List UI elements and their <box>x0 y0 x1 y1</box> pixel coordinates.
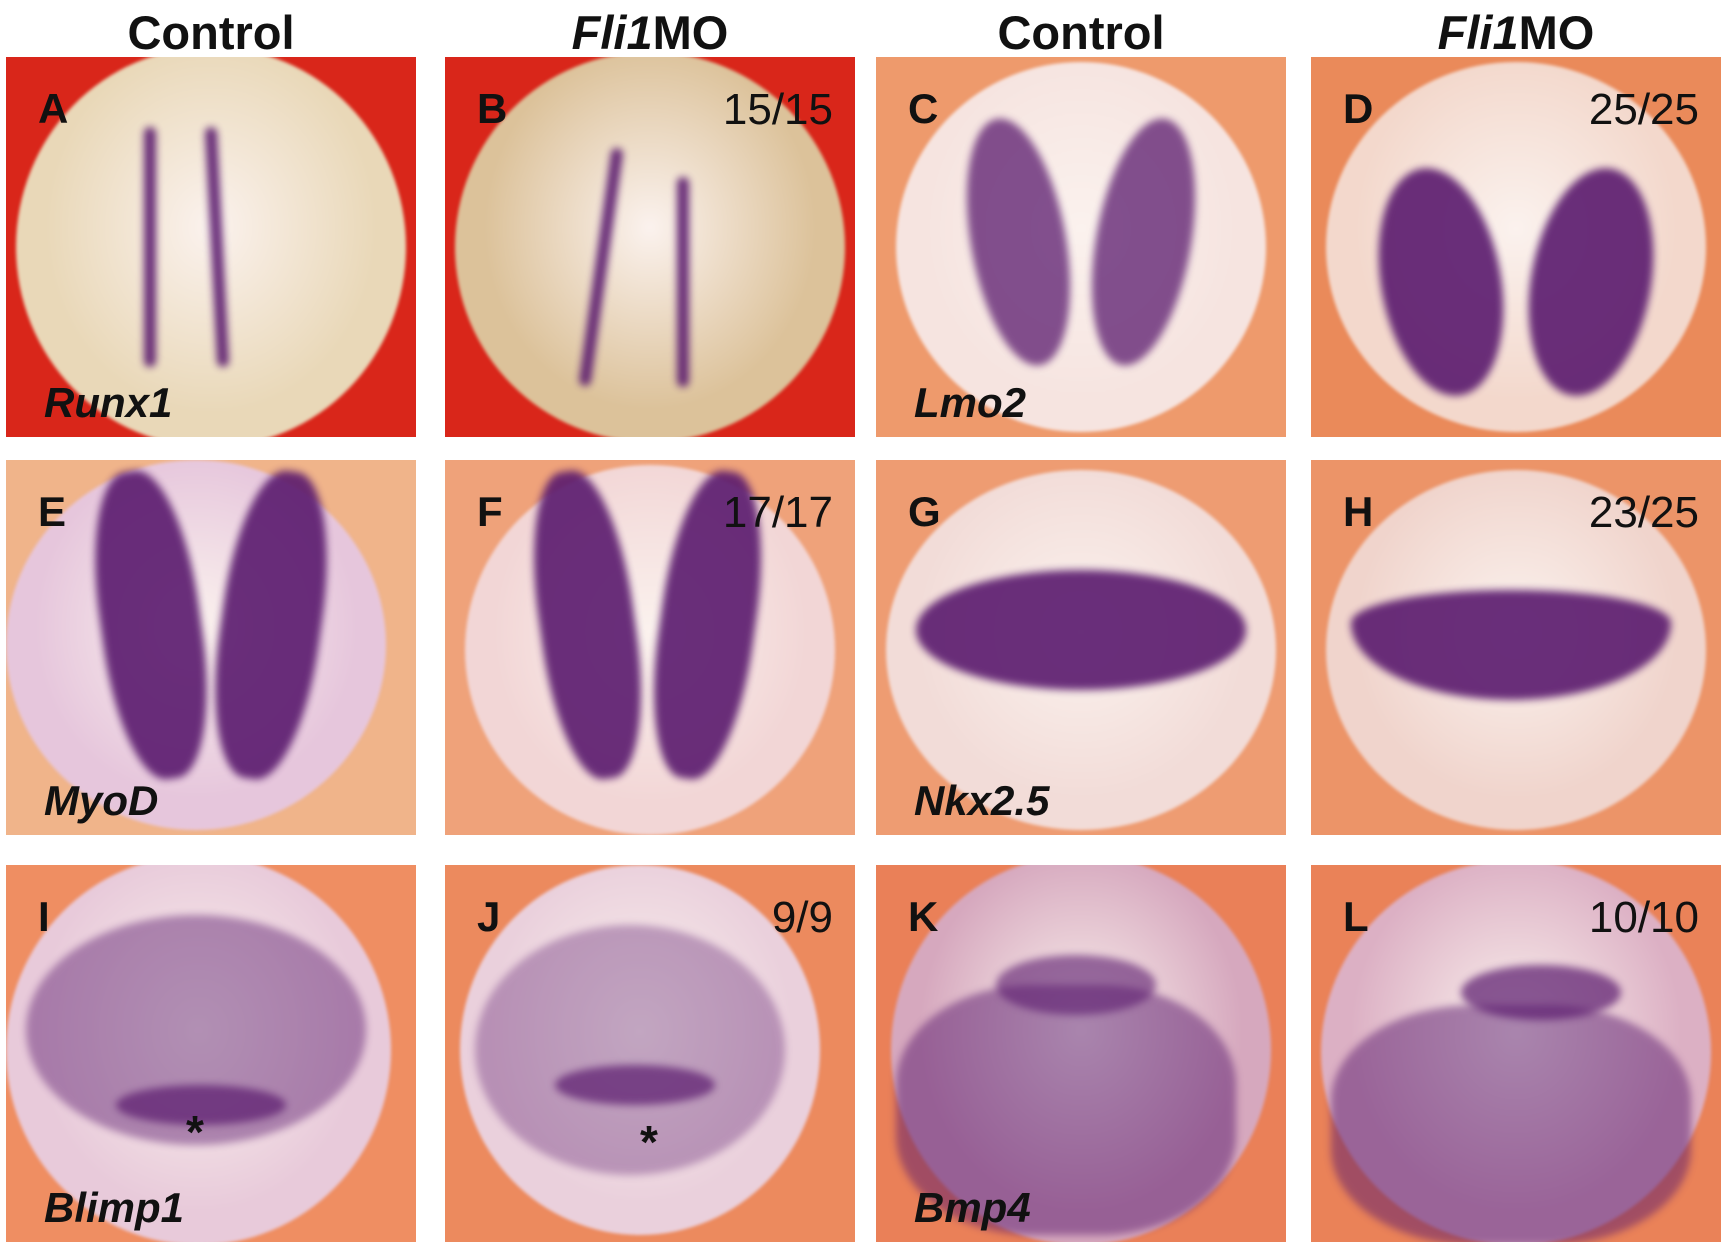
embryo-count: 10/10 <box>1588 893 1699 942</box>
panel-letter: L <box>1343 893 1369 940</box>
gene-label: Runx1 <box>44 379 173 426</box>
panel-g: G Nkx2.5 <box>876 460 1286 835</box>
embryo-image <box>460 865 820 1235</box>
gene-label: Lmo2 <box>914 379 1027 426</box>
panel-letter: G <box>908 488 941 535</box>
panel-f: F 17/17 <box>445 460 855 835</box>
gene-label: MyoD <box>44 777 159 824</box>
stain-region <box>475 925 785 1175</box>
embryo-count: 9/9 <box>771 893 833 942</box>
panel-letter: F <box>477 488 503 535</box>
panel-k: K Bmp4 <box>876 865 1286 1242</box>
panel-b: B 15/15 <box>445 57 855 437</box>
gene-label: Blimp1 <box>44 1184 185 1231</box>
panel-a: A Runx1 <box>6 57 416 437</box>
embryo-count: 17/17 <box>722 488 833 537</box>
embryo-image <box>455 57 845 437</box>
asterisk-marker: * <box>640 1116 658 1168</box>
panel-i: I Blimp1 * <box>6 865 416 1242</box>
panel-j: J 9/9 * <box>445 865 855 1242</box>
panel-letter: A <box>38 85 69 132</box>
panel-letter: D <box>1343 85 1374 132</box>
embryo-count: 25/25 <box>1588 85 1699 134</box>
embryo-image <box>6 865 391 1242</box>
panel-letter: J <box>477 893 501 940</box>
panel-letter: K <box>908 893 939 940</box>
embryo-image <box>465 465 835 835</box>
stain-region <box>916 570 1246 690</box>
header-text: MO <box>652 6 729 59</box>
gene-label: Bmp4 <box>914 1184 1031 1231</box>
embryo-count: 23/25 <box>1588 488 1699 537</box>
header-text: Control <box>127 6 295 59</box>
stain-region <box>896 985 1236 1235</box>
panel-h: H 23/25 <box>1311 460 1721 835</box>
panel-letter: C <box>908 85 939 132</box>
stain-region <box>555 1065 715 1105</box>
panel-letter: H <box>1343 488 1374 535</box>
stain-region <box>996 955 1156 1015</box>
header-fli1mo-1: Fli1MO <box>445 6 855 60</box>
stain-region <box>677 177 689 387</box>
header-fli1mo-2: Fli1MO <box>1311 6 1721 60</box>
panel-letter: I <box>38 893 50 940</box>
panel-letter: E <box>38 488 67 535</box>
header-control-2: Control <box>876 6 1286 60</box>
embryo-count: 15/15 <box>722 85 833 134</box>
gene-label: Nkx2.5 <box>914 777 1050 824</box>
panel-c: C Lmo2 <box>876 57 1286 437</box>
embryo-image <box>896 62 1266 432</box>
stain-region <box>116 1085 286 1125</box>
panel-letter: B <box>477 85 508 132</box>
header-italic: Fli1 <box>571 6 653 59</box>
header-control-1: Control <box>6 6 416 60</box>
asterisk-marker: * <box>186 1106 204 1158</box>
stain-region <box>1331 1005 1691 1242</box>
panel-l: L 10/10 <box>1311 865 1721 1242</box>
header-text: Control <box>997 6 1165 59</box>
panel-d: D 25/25 <box>1311 57 1721 437</box>
panel-e: E MyoD <box>6 460 416 835</box>
header-italic: Fli1 <box>1437 6 1519 59</box>
stain-region <box>1461 965 1621 1020</box>
stain-region <box>144 127 156 367</box>
header-text: MO <box>1518 6 1595 59</box>
